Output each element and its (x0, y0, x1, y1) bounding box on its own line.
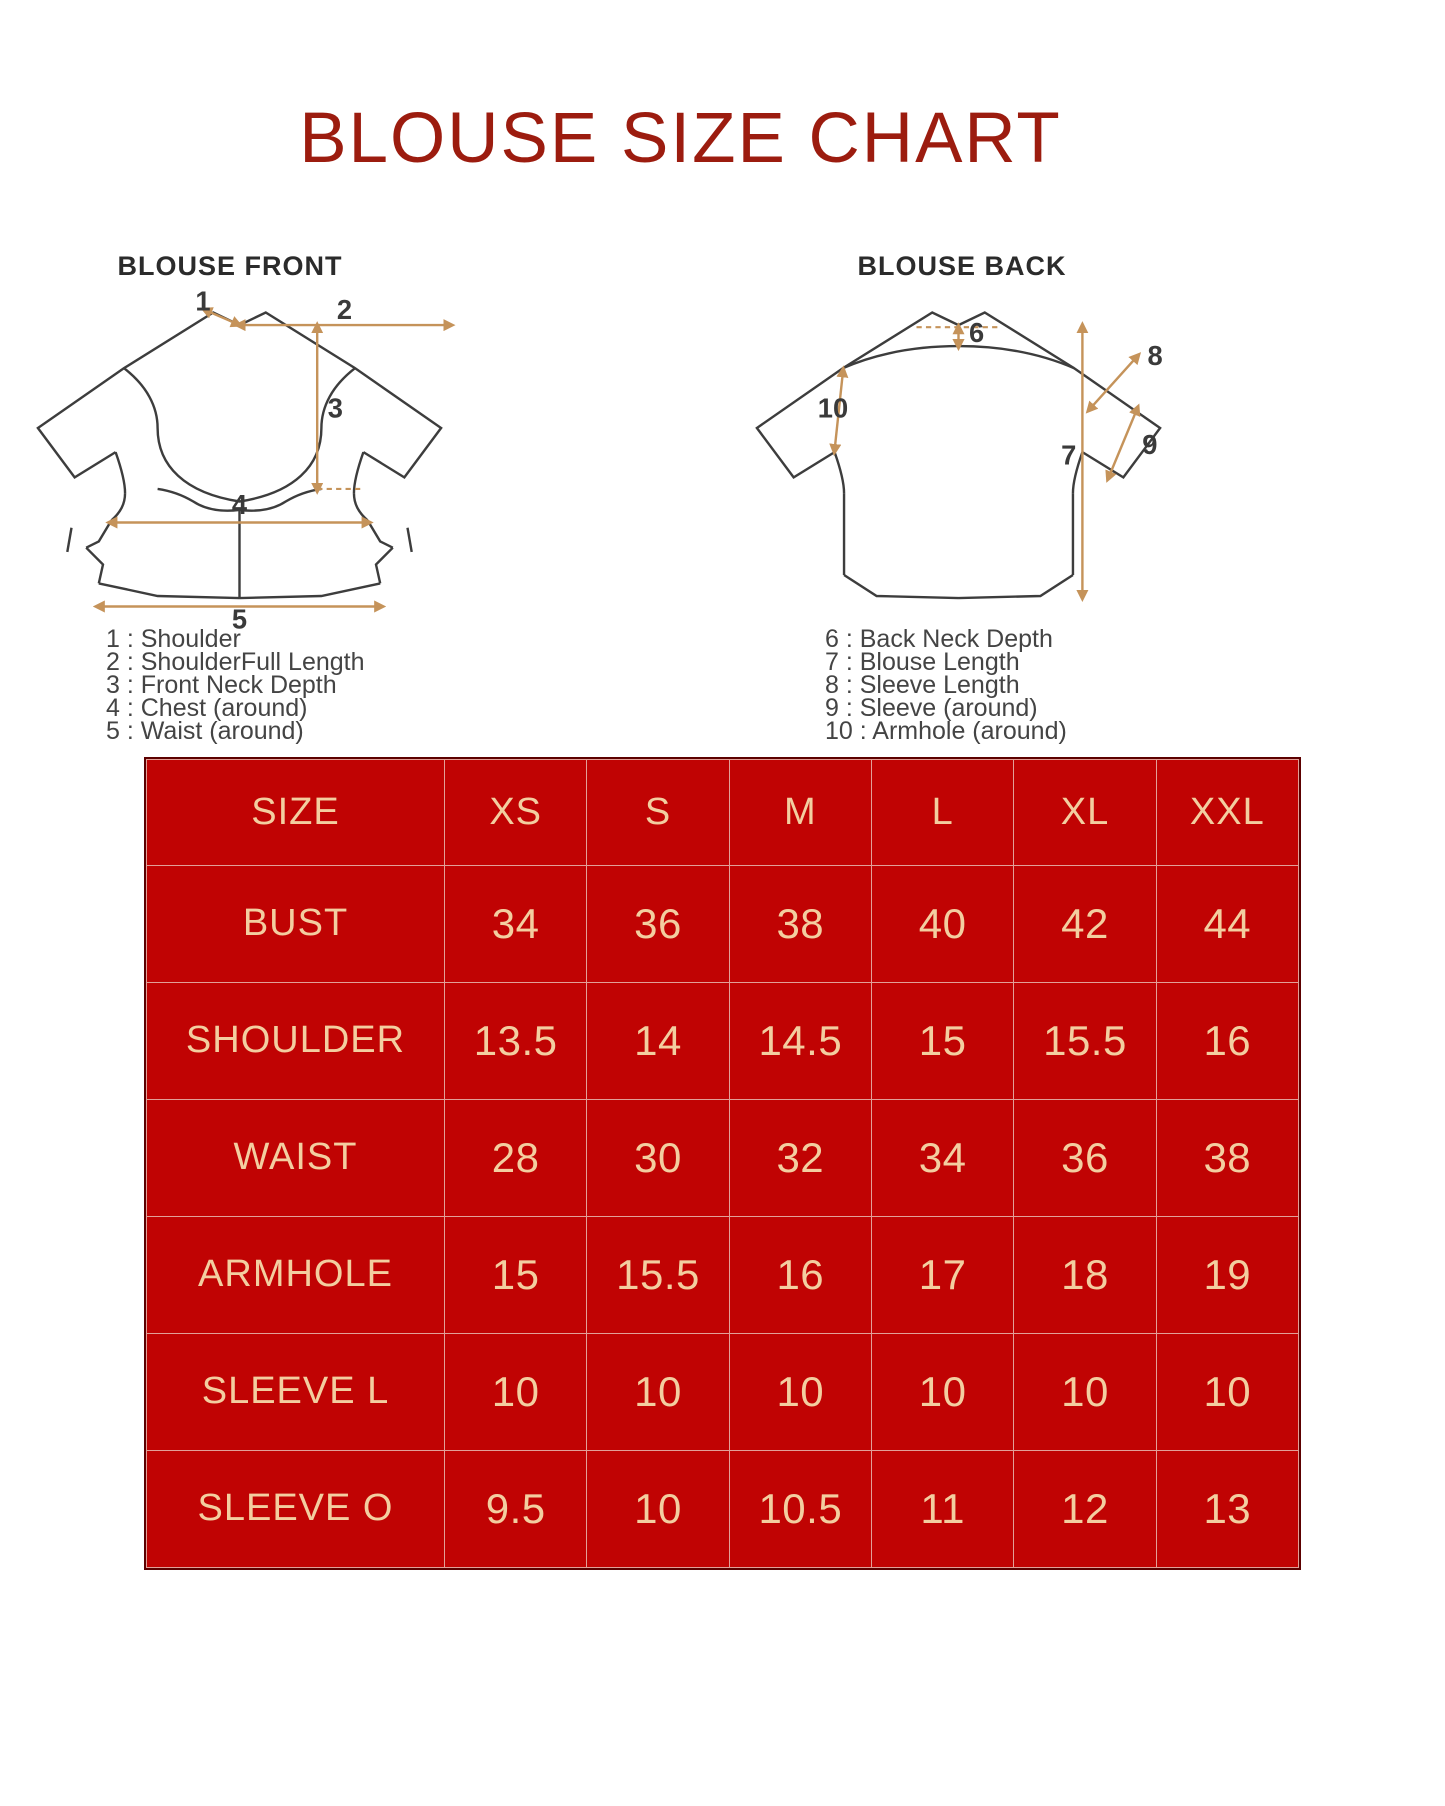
svg-text:9: 9 (1142, 429, 1157, 460)
svg-text:BLOUSE FRONT: BLOUSE FRONT (118, 251, 343, 281)
svg-text:4: 4 (232, 489, 248, 520)
svg-text:BLOUSE BACK: BLOUSE BACK (857, 251, 1066, 281)
svg-text:1: 1 (195, 285, 210, 316)
svg-text:8: 8 (1148, 340, 1163, 371)
svg-text:5 : Waist (around): 5 : Waist (around) (106, 717, 304, 745)
svg-text:7: 7 (1061, 440, 1076, 471)
svg-text:2: 2 (337, 294, 352, 325)
svg-text:3: 3 (328, 393, 343, 424)
svg-text:10: 10 (818, 393, 848, 424)
svg-text:10 : Armhole (around): 10 : Armhole (around) (825, 717, 1067, 745)
svg-text:6: 6 (969, 317, 984, 348)
